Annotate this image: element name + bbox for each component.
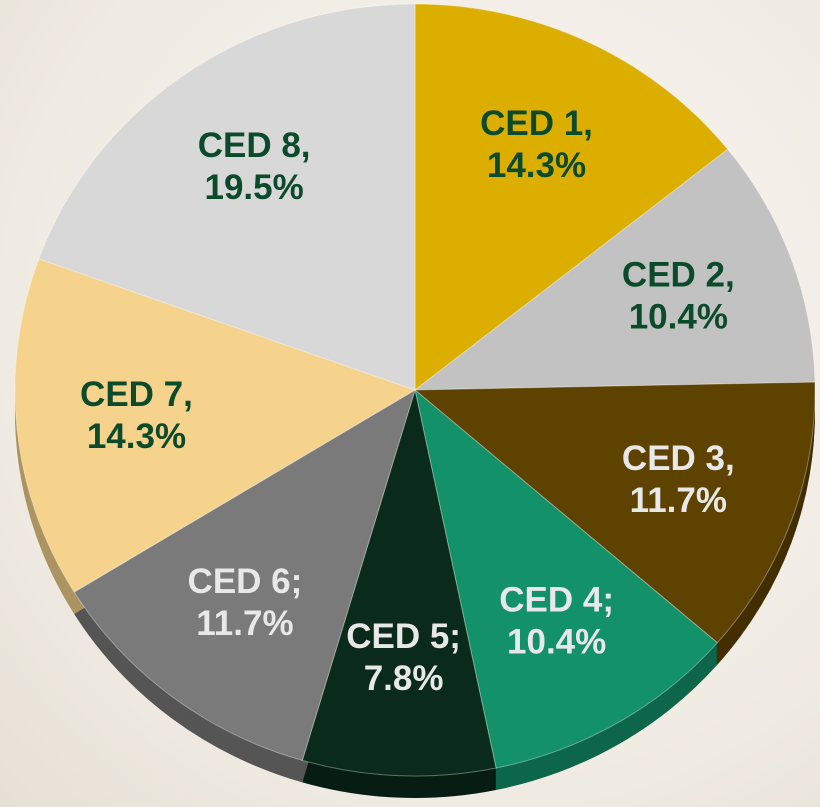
slice [73,388,416,761]
slice [414,388,719,769]
slice [301,388,497,777]
slice [413,148,816,391]
slice-value-label: 10.4% [629,297,728,336]
slice-value-label: 10.4% [507,622,606,661]
slice [413,381,816,644]
slice [14,258,417,593]
slice-label: CED 8, [198,126,311,165]
slice [38,3,416,391]
slice-value-label: 7.8% [364,659,444,698]
slice-label: CED 7, [80,375,193,414]
slice [414,3,729,392]
slice-label: CED 3, [622,439,735,478]
slice-label: CED 4; [499,580,614,619]
slice-value-label: 19.5% [205,168,304,207]
slice-label: CED 6; [188,562,303,601]
slice-label: CED 1, [480,104,593,143]
slice-label: CED 2, [622,255,735,294]
slice-value-label: 14.3% [87,417,186,456]
slice-label: CED 5; [346,617,461,656]
slice-value-label: 11.7% [630,481,727,520]
slice-value-label: 14.3% [487,146,586,185]
slice-value-label: 11.7% [196,604,293,643]
